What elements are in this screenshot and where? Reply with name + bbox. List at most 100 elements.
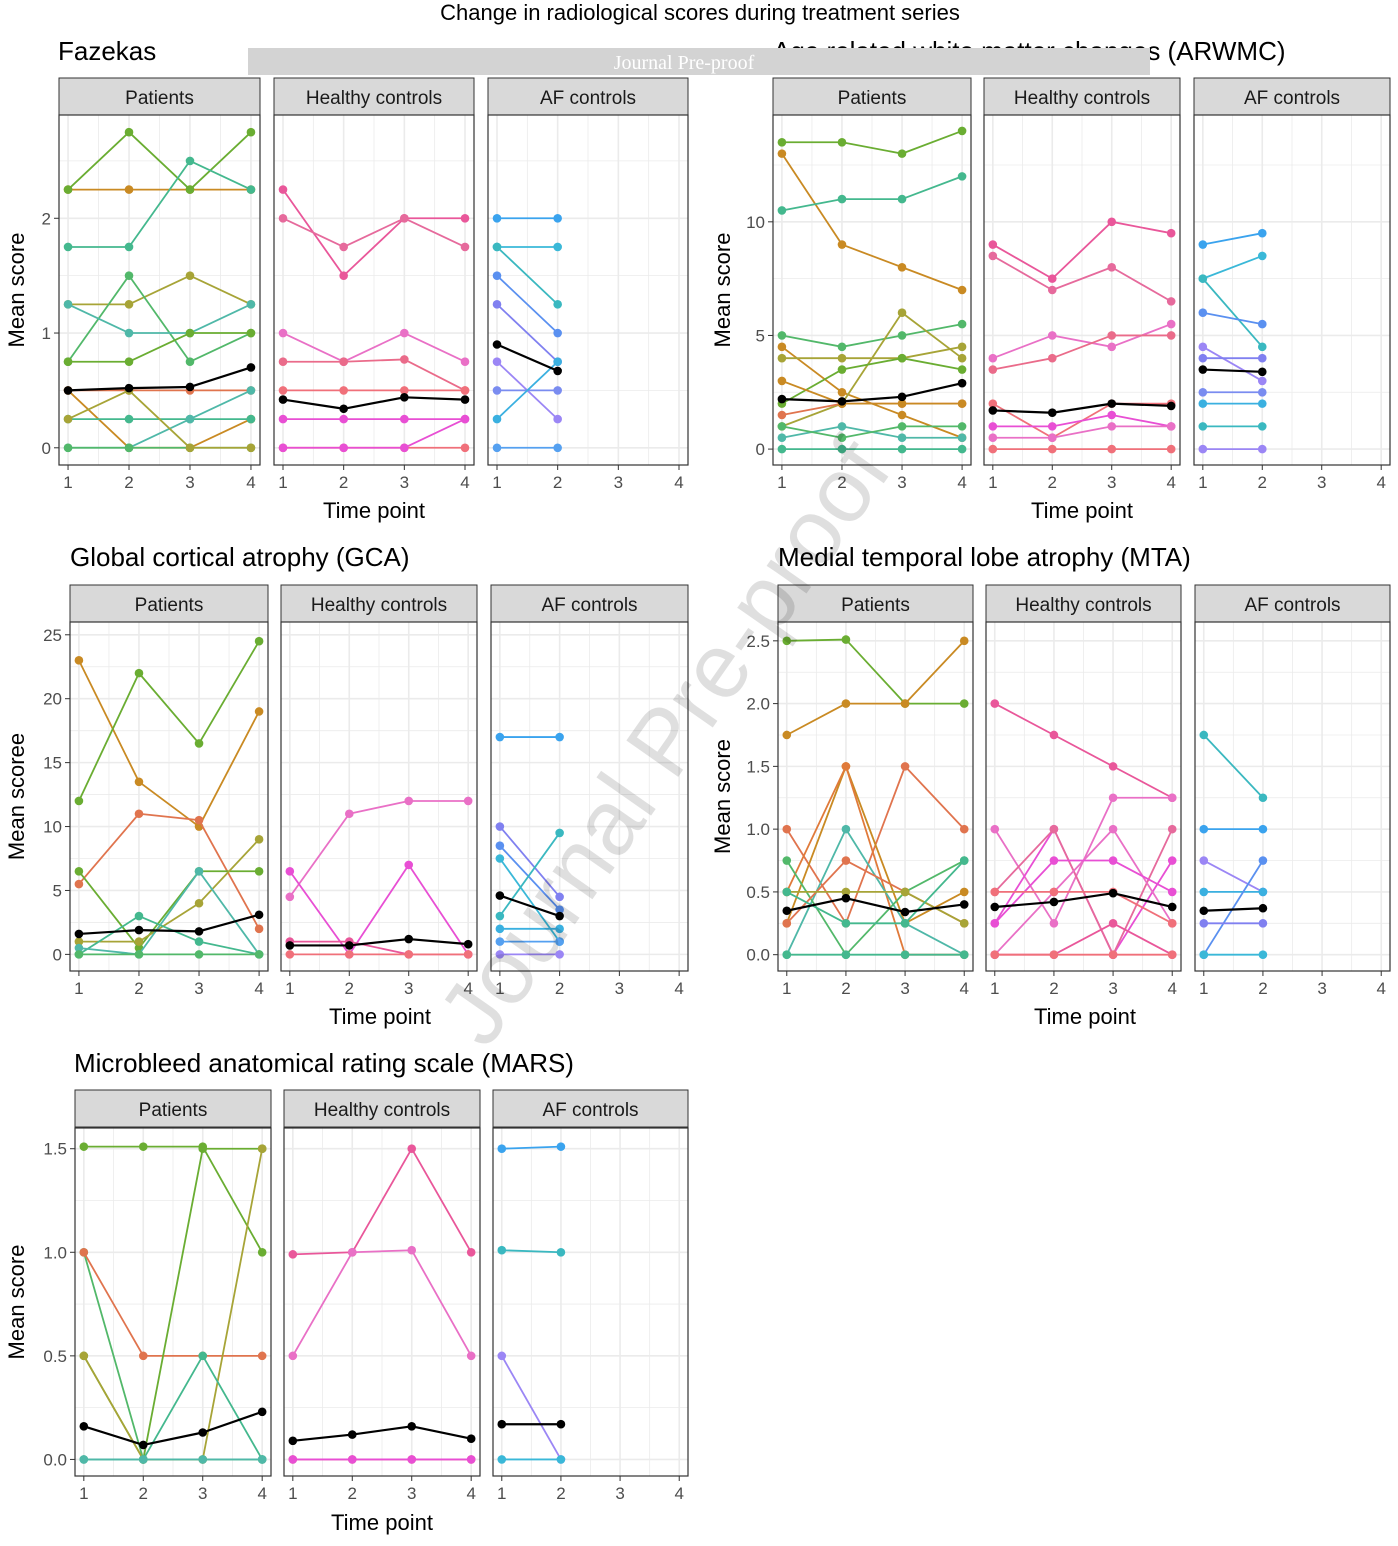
- series-line: [994, 702, 1173, 799]
- data-point: [278, 357, 288, 367]
- x-tick-label: 4: [957, 473, 966, 492]
- data-point: [777, 342, 787, 352]
- y-tick-label: 2.5: [746, 632, 770, 651]
- series-line: [781, 153, 963, 291]
- data-point: [957, 365, 967, 374]
- data-point: [900, 887, 910, 897]
- data-point: [466, 1455, 476, 1464]
- mean-data-point: [957, 378, 967, 388]
- data-point: [124, 271, 134, 280]
- y-tick-label: 5: [756, 326, 765, 345]
- data-point: [63, 300, 73, 309]
- data-point: [246, 443, 256, 453]
- data-point: [555, 937, 564, 946]
- data-point: [185, 328, 195, 338]
- data-point: [777, 444, 787, 454]
- mean-data-point: [555, 911, 564, 921]
- facet-panel: Healthy controls 1 2 3 4: [273, 77, 475, 492]
- series-line: [289, 863, 469, 956]
- data-point: [957, 399, 967, 408]
- x-tick-label: 2: [1258, 979, 1267, 998]
- mean-series-line: [786, 897, 965, 914]
- mean-series-line: [282, 396, 466, 410]
- series-line: [67, 131, 252, 191]
- series-line: [1203, 734, 1264, 799]
- data-point: [134, 950, 144, 959]
- data-point: [556, 1455, 566, 1464]
- data-point: [492, 242, 502, 252]
- data-point: [841, 918, 851, 928]
- mean-data-point: [988, 406, 998, 415]
- data-point: [124, 242, 134, 252]
- data-point: [897, 399, 907, 408]
- facet-strip: [492, 1089, 689, 1128]
- x-tick-label: 1: [782, 979, 791, 998]
- data-point: [407, 1144, 417, 1154]
- x-axis-title: Time point: [1031, 498, 1133, 523]
- data-point: [347, 1455, 357, 1464]
- data-point: [492, 357, 502, 367]
- journal-banner-background: [248, 48, 1150, 75]
- data-point: [990, 950, 1000, 959]
- series-line: [68, 160, 252, 248]
- mean-data-point: [138, 1440, 148, 1450]
- data-point: [782, 856, 792, 865]
- data-point: [959, 950, 969, 959]
- data-point: [841, 887, 851, 897]
- data-point: [194, 739, 204, 748]
- data-point: [1108, 856, 1118, 865]
- mean-data-point: [1257, 367, 1267, 377]
- data-point: [959, 699, 969, 708]
- series-group: [1199, 730, 1268, 959]
- x-tick-label: 4: [1376, 473, 1385, 492]
- facet-strip: [777, 584, 974, 623]
- mean-data-point: [1166, 401, 1176, 411]
- series-line: [1202, 232, 1263, 246]
- y-tick-label: 0.5: [746, 883, 770, 902]
- facet-strip-label: Patients: [135, 595, 204, 616]
- x-tick-label: 2: [841, 979, 850, 998]
- mean-data-point: [1049, 897, 1059, 907]
- data-point: [1198, 387, 1208, 397]
- series-line: [292, 1249, 472, 1357]
- y-tick-label: 2.0: [746, 695, 770, 714]
- data-point: [988, 365, 998, 374]
- x-tick-label: 1: [74, 979, 83, 998]
- x-tick-label: 4: [460, 473, 469, 492]
- data-point: [194, 950, 204, 959]
- mean-data-point: [990, 902, 1000, 912]
- y-tick-label: 1.0: [746, 820, 770, 839]
- series-line: [78, 640, 260, 802]
- y-tick-label: 0.0: [43, 1450, 67, 1469]
- data-point: [1257, 228, 1267, 238]
- series-line: [501, 1145, 561, 1150]
- data-point: [74, 943, 84, 953]
- facet-panel: Healthy controls 1 2 3 4: [983, 77, 1181, 492]
- data-point: [1108, 918, 1118, 928]
- data-point: [460, 213, 470, 223]
- mean-data-point: [492, 340, 502, 349]
- data-point: [124, 185, 134, 194]
- data-point: [79, 1142, 89, 1151]
- data-point: [988, 399, 998, 408]
- data-point: [1167, 824, 1177, 834]
- data-point: [495, 950, 505, 959]
- series-line: [283, 358, 466, 392]
- plot-title: Microbleed anatomical rating scale (MARS…: [74, 1048, 574, 1078]
- data-point: [246, 414, 256, 424]
- data-point: [246, 185, 256, 194]
- mean-data-point: [198, 1428, 208, 1437]
- data-point: [254, 924, 264, 934]
- data-point: [194, 937, 204, 946]
- data-point: [988, 422, 998, 431]
- mean-data-point: [1108, 888, 1118, 898]
- data-point: [74, 937, 84, 946]
- x-axis-title: Time point: [329, 1004, 431, 1029]
- data-point: [897, 262, 907, 272]
- data-point: [185, 185, 195, 194]
- data-point: [959, 856, 969, 865]
- facet-panel: AF controls 1 2 3 4: [1193, 77, 1391, 492]
- data-point: [347, 1247, 357, 1257]
- series-line: [992, 220, 1172, 280]
- data-point: [900, 918, 910, 928]
